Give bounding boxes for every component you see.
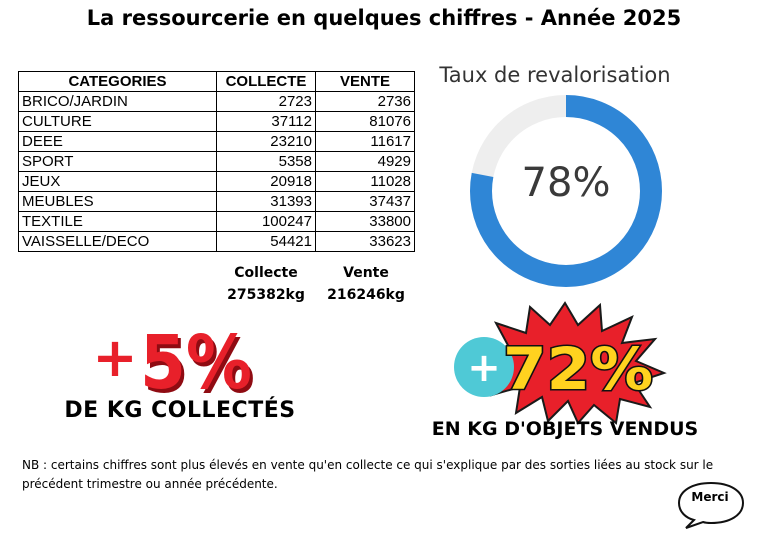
cell-vente: 33800 (315, 211, 415, 232)
cell-vente: 33623 (315, 231, 415, 252)
cell-collecte: 31393 (216, 191, 316, 212)
cell-category: MEUBLES (18, 191, 217, 212)
cell-collecte: 54421 (216, 231, 316, 252)
revalorisation-gauge (470, 95, 662, 287)
cell-collecte: 23210 (216, 131, 316, 152)
footnote: NB : certains chiffres sont plus élevés … (22, 458, 714, 491)
cell-collecte: 2723 (216, 91, 316, 112)
header-categories: CATEGORIES (18, 71, 217, 92)
gauge-title: Taux de revalorisation (439, 63, 671, 87)
cell-collecte: 5358 (216, 151, 316, 172)
bubble-text: Merci (691, 490, 729, 504)
plus-72-value: 72% (503, 335, 653, 403)
total-collecte-label: Collecte (234, 265, 298, 281)
gauge-value: 78% (521, 160, 611, 206)
cell-category: VAISSELLE/DECO (18, 231, 217, 252)
cell-vente: 4929 (315, 151, 415, 172)
cell-category: BRICO/JARDIN (18, 91, 217, 112)
collecte-caption: DE KG COLLECTÉS (64, 398, 296, 423)
table-row: DEEE 23210 11617 (18, 131, 415, 152)
cell-vente: 11617 (315, 131, 415, 152)
table-row: JEUX 20918 11028 (18, 171, 415, 192)
total-vente-label: Vente (343, 265, 389, 281)
vente-caption: EN KG D'OBJETS VENDUS (431, 418, 699, 440)
cell-category: SPORT (18, 151, 217, 172)
total-vente: Vente 216246kg (318, 262, 414, 306)
table-row: SPORT 5358 4929 (18, 151, 415, 172)
plus-72-percent-art: + 72% (454, 301, 667, 425)
speech-bubble-icon (677, 481, 745, 529)
table-row: BRICO/JARDIN 2723 2736 (18, 91, 415, 112)
table-row: TEXTILE 100247 33800 (18, 211, 415, 232)
plus-5-value: 5% (140, 320, 252, 400)
cell-vente: 37437 (315, 191, 415, 212)
header-collecte: COLLECTE (216, 71, 316, 92)
page-title: La ressourcerie en quelques chiffres - A… (86, 6, 682, 30)
plus-5-percent-art: + 5% 5% (92, 320, 255, 400)
table-row: MEUBLES 31393 37437 (18, 191, 415, 212)
gauge-arc (470, 95, 662, 287)
total-vente-value: 216246kg (327, 287, 405, 303)
table-row: CULTURE 37112 81076 (18, 111, 415, 132)
header-vente: VENTE (315, 71, 415, 92)
table-row: VAISSELLE/DECO 54421 33623 (18, 231, 415, 252)
cell-vente: 11028 (315, 171, 415, 192)
plus-sign: + (92, 326, 137, 389)
cell-category: DEEE (18, 131, 217, 152)
cell-category: TEXTILE (18, 211, 217, 232)
cell-collecte: 37112 (216, 111, 316, 132)
cell-category: CULTURE (18, 111, 217, 132)
cell-category: JEUX (18, 171, 217, 192)
total-collecte: Collecte 275382kg (218, 262, 314, 306)
cell-vente: 2736 (315, 91, 415, 112)
plus-circle-icon (454, 337, 514, 397)
total-collecte-value: 275382kg (227, 287, 305, 303)
table-header-row: CATEGORIES COLLECTE VENTE (18, 71, 415, 92)
plus-sign: + (467, 345, 501, 391)
stats-table: CATEGORIES COLLECTE VENTE BRICO/JARDIN 2… (18, 71, 415, 252)
comic-burst-icon (477, 301, 667, 425)
cell-vente: 81076 (315, 111, 415, 132)
cell-collecte: 20918 (216, 171, 316, 192)
plus-5-shadow: 5% (143, 324, 255, 400)
cell-collecte: 100247 (216, 211, 316, 232)
